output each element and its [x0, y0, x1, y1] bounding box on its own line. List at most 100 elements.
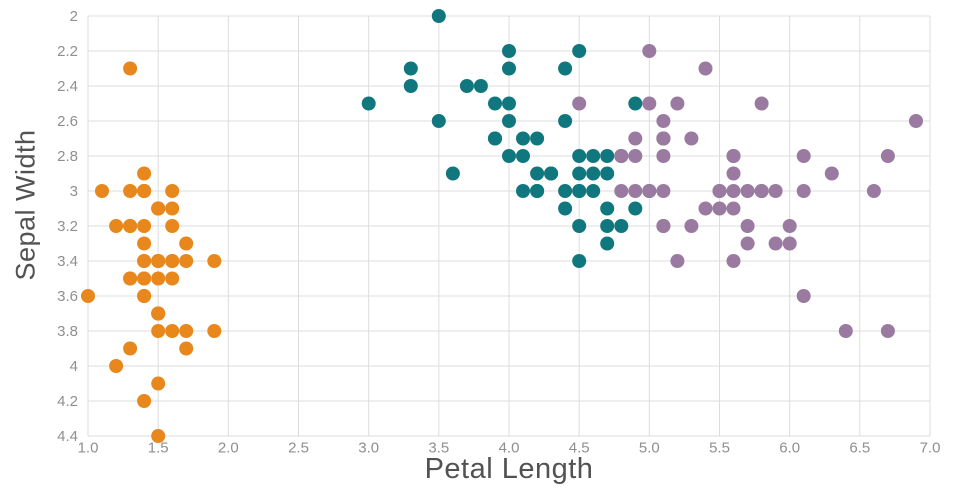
- data-point-orange: [137, 394, 152, 408]
- data-point-teal: [586, 149, 601, 163]
- data-point-teal: [516, 184, 530, 198]
- data-point-orange: [137, 166, 152, 181]
- data-point-orange: [123, 341, 138, 356]
- x-tick-label: 4.5: [569, 440, 590, 457]
- data-point-teal: [403, 61, 418, 76]
- data-point-purple: [656, 184, 671, 198]
- data-point-teal: [614, 219, 629, 233]
- data-point-purple: [740, 184, 755, 198]
- data-point-orange: [165, 254, 180, 268]
- data-point-teal: [600, 166, 615, 181]
- data-point-orange: [165, 324, 180, 338]
- data-point-purple: [670, 96, 685, 111]
- y-tick-label: 4: [70, 358, 78, 375]
- data-point-purple: [684, 219, 699, 233]
- x-tick-label: 1.0: [78, 440, 99, 457]
- data-point-purple: [698, 61, 713, 76]
- data-point-orange: [137, 289, 152, 303]
- data-point-teal: [628, 201, 643, 216]
- data-point-purple: [656, 114, 671, 128]
- data-point-teal: [473, 79, 488, 93]
- data-point-purple: [656, 219, 671, 233]
- data-point-purple: [824, 166, 839, 181]
- data-point-teal: [502, 61, 516, 76]
- data-point-teal: [488, 96, 502, 111]
- data-point-purple: [796, 149, 811, 163]
- data-point-teal: [544, 166, 559, 181]
- data-point-purple: [754, 184, 769, 198]
- data-point-teal: [530, 166, 545, 181]
- data-point-purple: [768, 184, 783, 198]
- y-tick-label: 3.2: [57, 218, 78, 235]
- data-point-teal: [572, 254, 587, 268]
- data-point-orange: [151, 429, 166, 443]
- data-point-purple: [796, 289, 811, 303]
- data-point-orange: [137, 254, 152, 268]
- y-tick-label: 2: [70, 8, 78, 25]
- data-point-purple: [726, 184, 741, 198]
- data-point-teal: [459, 79, 474, 93]
- data-point-teal: [600, 219, 615, 233]
- data-point-purple: [754, 96, 769, 111]
- y-tick-label: 4.4: [57, 428, 78, 445]
- data-point-orange: [179, 341, 194, 356]
- data-point-teal: [558, 61, 573, 76]
- data-point-purple: [726, 201, 741, 216]
- data-point-teal: [628, 96, 643, 111]
- data-point-purple: [880, 324, 895, 338]
- data-point-purple: [712, 184, 727, 198]
- y-tick-label: 2.2: [57, 43, 78, 60]
- data-point-purple: [712, 201, 727, 216]
- data-point-teal: [558, 184, 573, 198]
- data-point-purple: [642, 184, 657, 198]
- data-point-purple: [838, 324, 853, 338]
- data-point-purple: [726, 166, 741, 181]
- y-tick-label: 3.6: [57, 288, 78, 305]
- data-point-orange: [165, 271, 180, 286]
- data-point-teal: [431, 9, 446, 23]
- data-point-orange: [179, 236, 194, 251]
- data-point-teal: [558, 201, 573, 216]
- data-point-teal: [586, 184, 601, 198]
- data-point-purple: [726, 149, 741, 163]
- data-point-purple: [670, 254, 685, 268]
- data-point-orange: [137, 219, 152, 233]
- data-point-teal: [516, 131, 530, 146]
- data-point-teal: [572, 219, 587, 233]
- data-point-teal: [586, 166, 601, 181]
- x-axis-title: Petal Length: [424, 453, 594, 485]
- x-tick-label: 6.5: [849, 440, 870, 457]
- data-point-orange: [165, 201, 180, 216]
- y-tick-label: 2.8: [57, 148, 78, 165]
- data-point-teal: [600, 149, 615, 163]
- data-point-purple: [628, 149, 643, 163]
- data-point-orange: [123, 219, 138, 233]
- data-point-purple: [796, 184, 811, 198]
- data-point-teal: [600, 236, 615, 251]
- data-point-teal: [502, 96, 516, 111]
- data-point-purple: [642, 96, 657, 111]
- y-tick-label: 3.8: [57, 323, 78, 340]
- data-point-orange: [137, 184, 152, 198]
- data-point-orange: [165, 219, 180, 233]
- data-point-purple: [782, 236, 797, 251]
- data-point-purple: [614, 184, 629, 198]
- data-point-orange: [151, 271, 166, 286]
- data-point-orange: [123, 184, 138, 198]
- data-point-teal: [502, 149, 516, 163]
- data-point-teal: [516, 149, 530, 163]
- data-point-orange: [109, 219, 124, 233]
- data-point-purple: [684, 131, 699, 146]
- data-point-purple: [909, 114, 923, 128]
- data-point-purple: [866, 184, 881, 198]
- data-point-teal: [361, 96, 376, 111]
- data-point-orange: [151, 324, 166, 338]
- x-tick-label: 6.0: [779, 440, 800, 457]
- data-point-purple: [740, 219, 755, 233]
- data-point-orange: [165, 184, 180, 198]
- y-axis-title: Sepal Width: [10, 129, 41, 281]
- data-point-purple: [572, 96, 587, 111]
- data-point-purple: [726, 254, 741, 268]
- data-point-orange: [179, 324, 194, 338]
